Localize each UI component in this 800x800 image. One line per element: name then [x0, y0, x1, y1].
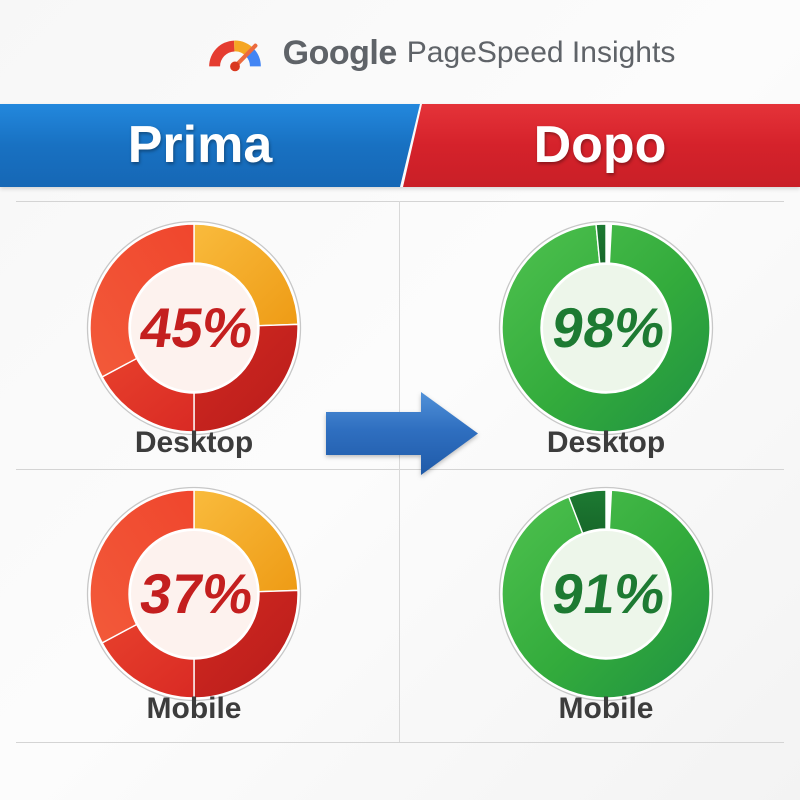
- svg-text:37%: 37%: [136, 562, 257, 625]
- svg-text:45%: 45%: [136, 296, 257, 359]
- svg-text:91%: 91%: [548, 562, 669, 625]
- svg-text:98%: 98%: [548, 296, 669, 359]
